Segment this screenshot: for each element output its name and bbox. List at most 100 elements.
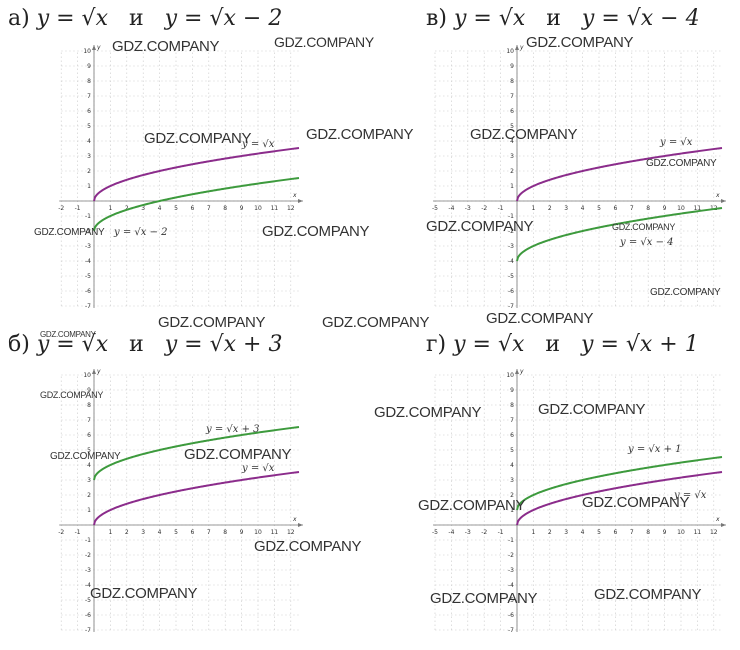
series-line	[93, 470, 300, 526]
series-label: y = √x	[241, 463, 275, 474]
y-tick-label: 10	[506, 372, 514, 379]
y-tick-label: 9	[510, 387, 514, 394]
y-tick-label: 2	[510, 492, 514, 499]
y-tick-label: -6	[508, 288, 514, 295]
x-tick-label: -1	[498, 205, 504, 212]
chart-b: xy-2 -1 1 2 3 4 5 6 7 8 9 10 11 12-7-6-5-4-3-2-112345…	[58, 368, 303, 634]
watermark: GDZ.COMPANY	[158, 314, 266, 331]
x-axis-arrow	[721, 523, 726, 527]
chart-v: xy-5 -4 -3 -2 -1 1 2 3 4 5 6 7 8 9 10 11 12-7-6-5-4-3-2-…	[432, 44, 726, 310]
x-tick-label: 8	[646, 529, 650, 536]
y-tick-label: 8	[510, 78, 514, 85]
x-tick-label: 1	[531, 205, 535, 212]
watermark: GDZ.COMPANY	[418, 497, 526, 514]
x-tick-label: 10	[677, 205, 685, 212]
x-tick-label: 5	[174, 529, 178, 536]
x-tick-label: 5	[597, 205, 601, 212]
y-tick-label: -1	[85, 213, 91, 220]
heading-formula-1: y = √x	[36, 332, 109, 357]
y-tick-label: -5	[85, 597, 91, 604]
y-tick-label: 6	[87, 108, 91, 115]
x-tick-label: 9	[663, 529, 667, 536]
x-tick-label: 1	[108, 205, 112, 212]
heading-formula-1: y = √x	[36, 6, 108, 31]
y-tick-label: -5	[508, 273, 514, 280]
y-tick-label: 1	[510, 507, 514, 514]
series-line	[93, 146, 300, 202]
x-tick-label: 1	[531, 529, 535, 536]
x-tick-label: -3	[465, 529, 471, 536]
y-tick-label: -1	[85, 537, 91, 544]
y-tick-label: 7	[510, 417, 514, 424]
x-tick-label: -4	[448, 205, 454, 212]
x-tick-label: -2	[481, 205, 487, 212]
heading-formula-2: y = √x − 2	[164, 6, 283, 31]
x-axis-label: x	[715, 516, 720, 523]
y-tick-label: -7	[85, 303, 91, 310]
watermark: GDZ.COMPANY	[40, 330, 96, 339]
heading-letter: в)	[426, 6, 447, 31]
y-tick-label: -3	[508, 243, 514, 250]
y-axis-arrow	[515, 45, 519, 50]
watermark: GDZ.COMPANY	[184, 446, 292, 463]
y-tick-label: 1	[510, 183, 514, 190]
y-tick-label: 4	[87, 138, 91, 145]
y-tick-label: -4	[508, 582, 514, 589]
y-tick-label: -6	[85, 288, 91, 295]
x-tick-label: -5	[432, 205, 438, 212]
series-line	[516, 206, 723, 262]
x-tick-label: 11	[694, 205, 702, 212]
grid	[434, 50, 722, 307]
series-line	[516, 470, 723, 526]
x-tick-label: 6	[613, 529, 617, 536]
y-tick-label: -4	[85, 582, 91, 589]
heading-formula-2: y = √x + 1	[581, 332, 699, 357]
y-tick-label: 3	[510, 153, 514, 160]
chart-a: xy-2 -1 1 2 3 4 5 6 7 8 9 10 11 12-7-6-5-4-3-2-112345…	[58, 44, 303, 310]
y-axis-label: y	[519, 44, 524, 51]
x-tick-label: 8	[223, 529, 227, 536]
x-tick-label: 3	[564, 205, 568, 212]
x-axis-arrow	[298, 199, 303, 203]
series-label: y = √x	[673, 490, 707, 501]
watermark: GDZ.COMPANY	[144, 130, 252, 147]
heading-letter: б)	[8, 332, 30, 357]
y-tick-label: 3	[87, 153, 91, 160]
x-tick-label: 5	[174, 205, 178, 212]
watermark: GDZ.COMPANY	[426, 218, 534, 235]
series-line	[516, 146, 723, 202]
y-tick-label: 7	[510, 93, 514, 100]
x-tick-label: 6	[613, 205, 617, 212]
series-label: y = √x − 2	[113, 227, 168, 238]
series-line	[93, 176, 300, 232]
series-label: y = √x + 1	[627, 444, 682, 455]
watermark: GDZ.COMPANY	[594, 586, 702, 603]
x-tick-label: 12	[287, 529, 295, 536]
watermark: GDZ.COMPANY	[50, 451, 121, 462]
x-tick-label: -2	[58, 205, 64, 212]
y-tick-label: 1	[87, 507, 91, 514]
y-tick-label: 9	[510, 63, 514, 70]
x-tick-label: 10	[254, 529, 262, 536]
x-tick-label: 11	[271, 529, 279, 536]
y-tick-label: -1	[508, 537, 514, 544]
heading-a: а) y = √x и y = √x − 2	[8, 6, 282, 31]
y-axis-label: y	[519, 368, 524, 375]
x-tick-label: -3	[465, 205, 471, 212]
x-tick-label: 12	[287, 205, 295, 212]
watermark: GDZ.COMPANY	[262, 223, 370, 240]
x-tick-label: 3	[564, 529, 568, 536]
x-tick-label: 4	[581, 205, 585, 212]
watermark: GDZ.COMPANY	[306, 126, 414, 143]
y-axis-arrow	[92, 369, 96, 374]
watermark: GDZ.COMPANY	[470, 126, 578, 143]
y-tick-label: 8	[510, 402, 514, 409]
y-tick-label: -7	[508, 303, 514, 310]
watermark: GDZ.COMPANY	[538, 401, 646, 418]
x-tick-label: 4	[158, 205, 162, 212]
heading-formula-1: y = √x	[453, 332, 525, 357]
y-tick-label: -5	[85, 273, 91, 280]
y-tick-label: 5	[87, 447, 91, 454]
y-tick-label: -4	[508, 258, 514, 265]
y-tick-label: -2	[85, 228, 91, 235]
